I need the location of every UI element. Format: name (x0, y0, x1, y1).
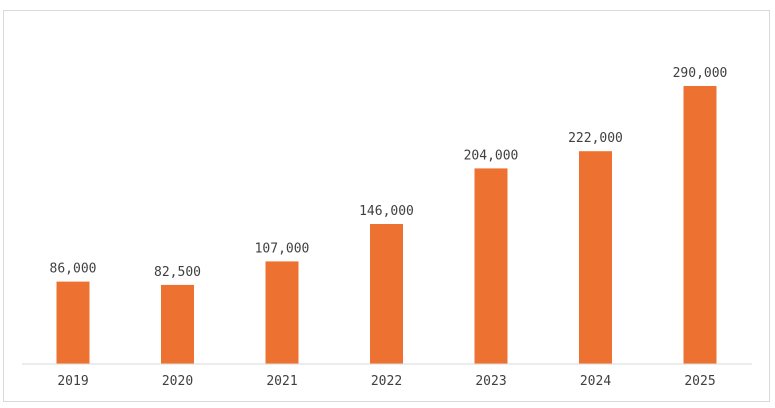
data-label-2019: 86,000 (50, 262, 97, 277)
bar-2019 (56, 281, 90, 364)
bar-2023 (474, 168, 508, 364)
x-tick-label-2025: 2025 (684, 374, 715, 389)
x-tick-labels-group: 2019 2020 2021 2022 2023 2024 2025 (57, 374, 715, 389)
x-tick-label-2022: 2022 (371, 374, 402, 389)
data-label-2022: 146,000 (359, 204, 414, 219)
bar-2025 (683, 86, 717, 364)
data-label-2025: 290,000 (673, 66, 728, 81)
x-tick-label-2019: 2019 (57, 374, 88, 389)
bar-2020 (161, 284, 194, 364)
bar-2024 (579, 151, 612, 364)
bars-group (56, 86, 717, 364)
x-tick-label-2024: 2024 (580, 374, 611, 389)
bar-2021 (265, 261, 299, 364)
data-label-2021: 107,000 (255, 241, 310, 256)
x-tick-label-2023: 2023 (475, 374, 506, 389)
data-label-2020: 82,500 (154, 265, 201, 280)
data-label-2024: 222,000 (568, 131, 623, 146)
x-tick-label-2020: 2020 (162, 374, 193, 389)
data-labels-group: 86,000 82,500 107,000 146,000 204,000 222,000… (50, 66, 728, 280)
x-tick-label-2021: 2021 (266, 374, 297, 389)
data-label-2023: 204,000 (464, 148, 519, 163)
bar-2022 (370, 224, 403, 364)
